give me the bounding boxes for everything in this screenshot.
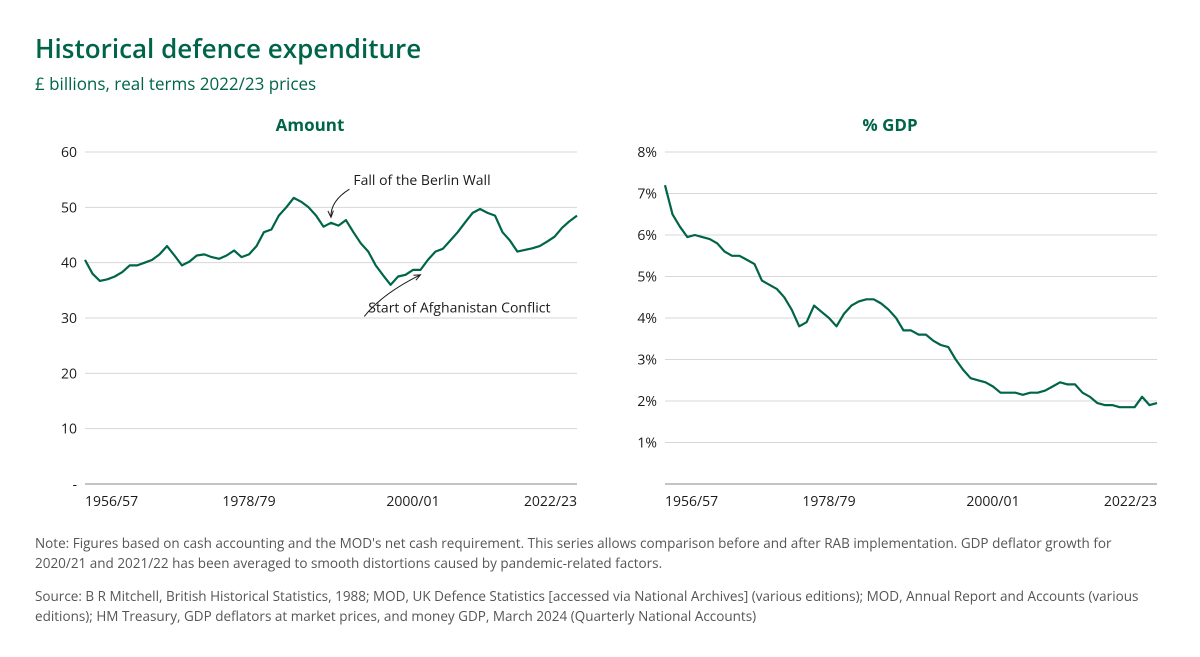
svg-text:-: - (72, 475, 77, 494)
svg-text:20: 20 (61, 364, 77, 383)
svg-text:1%: 1% (637, 434, 657, 453)
chart-gdp: % GDP 1% 2% 3% 4% 5% 6% 7% 8% 1956/57 1978/79 2000… (615, 113, 1165, 514)
chart-amount: Amount - 10 20 30 40 50 60 1956/57 1978/79 2000/0… (35, 113, 585, 514)
page-subtitle: £ billions, real terms 2022/23 prices (35, 72, 1165, 95)
svg-text:2022/23: 2022/23 (1104, 492, 1157, 511)
svg-text:50: 50 (61, 198, 77, 217)
svg-text:30: 30 (61, 309, 77, 328)
svg-text:Fall of the Berlin Wall: Fall of the Berlin Wall (353, 171, 490, 190)
svg-text:3%: 3% (637, 351, 657, 370)
svg-text:40: 40 (61, 254, 77, 273)
chart-amount-plot: - 10 20 30 40 50 60 1956/57 1978/79 2000/01 2022/2… (35, 144, 585, 514)
svg-text:Start of Afghanistan Conflict: Start of Afghanistan Conflict (368, 298, 550, 317)
svg-text:8%: 8% (637, 144, 657, 162)
svg-text:6%: 6% (637, 226, 657, 245)
svg-text:1956/57: 1956/57 (665, 492, 718, 511)
svg-text:7%: 7% (637, 185, 657, 204)
svg-text:2022/23: 2022/23 (524, 492, 577, 511)
page-title: Historical defence expenditure (35, 30, 1165, 66)
charts-container: Amount - 10 20 30 40 50 60 1956/57 1978/79 2000/0… (35, 113, 1165, 514)
svg-text:1978/79: 1978/79 (222, 492, 275, 511)
svg-text:10: 10 (61, 420, 77, 439)
chart-amount-heading: Amount (35, 113, 585, 136)
svg-text:4%: 4% (637, 309, 657, 328)
svg-text:5%: 5% (637, 268, 657, 287)
chart-gdp-heading: % GDP (615, 113, 1165, 136)
svg-text:60: 60 (61, 144, 77, 162)
svg-text:2000/01: 2000/01 (966, 492, 1019, 511)
note-text: Note: Figures based on cash accounting a… (35, 534, 1165, 573)
svg-text:1978/79: 1978/79 (802, 492, 855, 511)
svg-text:2000/01: 2000/01 (386, 492, 439, 511)
chart-gdp-plot: 1% 2% 3% 4% 5% 6% 7% 8% 1956/57 1978/79 2000/01 202… (615, 144, 1165, 514)
svg-text:2%: 2% (637, 392, 657, 411)
source-text: Source: B R Mitchell, British Historical… (35, 587, 1165, 626)
svg-text:1956/57: 1956/57 (85, 492, 138, 511)
